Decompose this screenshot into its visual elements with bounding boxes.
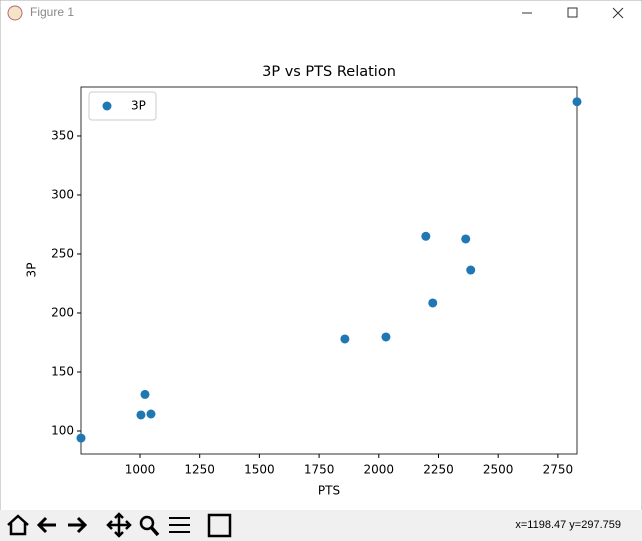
plot-frame <box>80 86 578 455</box>
maximize-button[interactable] <box>567 7 578 18</box>
close-button[interactable] <box>612 7 624 19</box>
y-tick-label: 250 <box>51 246 74 260</box>
y-tick-label: 100 <box>51 423 74 437</box>
y-axis-label: 3P <box>25 263 39 278</box>
zoom-button[interactable] <box>139 515 155 531</box>
data-point <box>572 97 582 107</box>
y-tick-label: 150 <box>51 364 74 378</box>
y-tick-label: 350 <box>51 128 74 142</box>
forward-button[interactable] <box>68 516 88 534</box>
back-button[interactable] <box>36 516 56 534</box>
data-point <box>421 231 431 241</box>
data-point <box>76 433 86 443</box>
pan-button[interactable] <box>106 512 132 538</box>
data-point <box>146 409 156 419</box>
y-tick-label: 300 <box>51 187 74 201</box>
x-tick-label: 2750 <box>543 463 574 477</box>
window-title: Figure 1 <box>30 5 74 19</box>
configure-button[interactable] <box>169 517 190 533</box>
data-point <box>428 298 438 308</box>
x-tick-label: 2250 <box>423 463 454 477</box>
y-tick-label: 200 <box>51 305 74 319</box>
data-point <box>136 410 146 420</box>
data-point <box>140 389 150 399</box>
cursor-coords: x=1198.47 y=297.759 <box>515 519 621 531</box>
x-tick-label: 1250 <box>184 463 215 477</box>
legend-marker <box>102 101 112 111</box>
x-tick-label: 2500 <box>483 463 514 477</box>
home-button[interactable] <box>7 514 29 536</box>
data-point <box>381 332 391 342</box>
app-icon <box>7 5 23 21</box>
x-axis-label: PTS <box>318 484 340 498</box>
x-tick-label: 1750 <box>304 463 335 477</box>
legend-label: 3P <box>131 99 146 113</box>
x-tick-label: 1000 <box>125 463 156 477</box>
legend-box <box>88 91 157 121</box>
save-button[interactable] <box>207 513 232 538</box>
data-point <box>461 234 471 244</box>
x-tick-label: 1500 <box>244 463 275 477</box>
chart-title: 3P vs PTS Relation <box>262 64 396 80</box>
data-point <box>340 334 350 344</box>
data-point <box>466 265 476 275</box>
x-tick-label: 2000 <box>364 463 395 477</box>
